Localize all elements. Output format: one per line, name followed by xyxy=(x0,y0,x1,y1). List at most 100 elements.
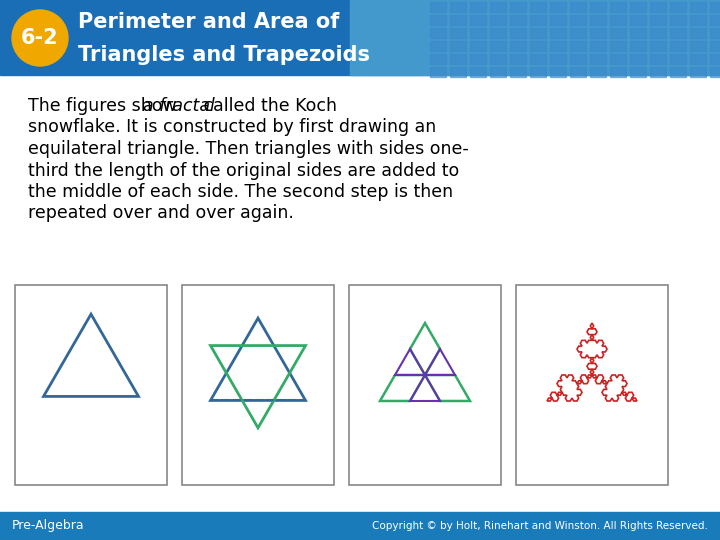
Bar xyxy=(590,2,606,12)
Bar xyxy=(610,15,626,25)
Bar xyxy=(710,41,720,51)
Bar xyxy=(630,2,646,12)
Bar xyxy=(570,41,586,51)
Bar xyxy=(590,67,606,77)
Bar xyxy=(690,54,706,64)
Bar xyxy=(510,15,526,25)
Bar xyxy=(430,28,446,38)
Bar xyxy=(550,54,566,64)
Bar xyxy=(15,285,167,485)
Text: Copyright © by Holt, Rinehart and Winston. All Rights Reserved.: Copyright © by Holt, Rinehart and Winsto… xyxy=(372,521,708,531)
Bar xyxy=(450,2,466,12)
Bar xyxy=(470,67,486,77)
Bar xyxy=(450,41,466,51)
Bar xyxy=(630,54,646,64)
Bar xyxy=(470,15,486,25)
Bar xyxy=(490,15,506,25)
Bar xyxy=(710,54,720,64)
Bar xyxy=(710,2,720,12)
Bar xyxy=(530,15,546,25)
Bar xyxy=(470,54,486,64)
Bar xyxy=(0,512,720,540)
Bar xyxy=(450,54,466,64)
Bar xyxy=(650,2,666,12)
Bar xyxy=(490,28,506,38)
Circle shape xyxy=(12,10,68,66)
Text: Pre-Algebra: Pre-Algebra xyxy=(12,519,85,532)
Bar xyxy=(510,2,526,12)
Bar xyxy=(530,2,546,12)
Bar xyxy=(690,28,706,38)
Bar xyxy=(630,67,646,77)
Bar xyxy=(650,67,666,77)
Bar xyxy=(430,54,446,64)
Bar xyxy=(610,28,626,38)
Text: snowflake. It is constructed by first drawing an: snowflake. It is constructed by first dr… xyxy=(28,118,436,137)
Text: Triangles and Trapezoids: Triangles and Trapezoids xyxy=(78,45,370,65)
Text: The figures show: The figures show xyxy=(28,97,182,115)
Bar xyxy=(570,54,586,64)
Bar xyxy=(590,28,606,38)
Bar xyxy=(430,67,446,77)
Bar xyxy=(650,54,666,64)
Bar xyxy=(570,2,586,12)
Bar xyxy=(610,41,626,51)
Text: a fractal: a fractal xyxy=(143,97,215,115)
Text: called the Koch: called the Koch xyxy=(198,97,337,115)
Bar xyxy=(570,67,586,77)
Bar xyxy=(530,54,546,64)
Bar xyxy=(710,67,720,77)
Bar xyxy=(490,41,506,51)
Bar xyxy=(670,15,686,25)
Bar xyxy=(630,15,646,25)
Bar xyxy=(650,41,666,51)
Bar xyxy=(710,28,720,38)
Bar xyxy=(630,28,646,38)
Bar xyxy=(550,2,566,12)
Bar xyxy=(182,285,334,485)
Bar xyxy=(550,15,566,25)
Bar xyxy=(490,54,506,64)
Bar xyxy=(490,2,506,12)
Bar xyxy=(510,54,526,64)
Bar xyxy=(450,15,466,25)
Text: 6-2: 6-2 xyxy=(21,28,59,48)
Bar xyxy=(510,67,526,77)
Bar xyxy=(590,15,606,25)
Text: repeated over and over again.: repeated over and over again. xyxy=(28,205,294,222)
Bar xyxy=(710,15,720,25)
Bar xyxy=(670,41,686,51)
Bar xyxy=(650,28,666,38)
Bar xyxy=(450,67,466,77)
Bar xyxy=(490,67,506,77)
Bar xyxy=(690,2,706,12)
Bar xyxy=(610,2,626,12)
Bar xyxy=(690,41,706,51)
Bar xyxy=(0,0,720,75)
Bar xyxy=(530,41,546,51)
Bar xyxy=(510,41,526,51)
Bar xyxy=(670,28,686,38)
Text: Perimeter and Area of: Perimeter and Area of xyxy=(78,12,339,32)
Bar xyxy=(630,41,646,51)
Bar xyxy=(470,2,486,12)
Bar xyxy=(516,285,668,485)
Bar xyxy=(530,67,546,77)
Bar xyxy=(550,28,566,38)
Bar xyxy=(430,2,446,12)
Text: equilateral triangle. Then triangles with sides one-: equilateral triangle. Then triangles wit… xyxy=(28,140,469,158)
Bar xyxy=(570,15,586,25)
Bar xyxy=(550,41,566,51)
Bar xyxy=(350,0,720,75)
Bar xyxy=(470,41,486,51)
Bar xyxy=(510,28,526,38)
Bar xyxy=(349,285,501,485)
Bar xyxy=(590,54,606,64)
Bar xyxy=(690,15,706,25)
Bar xyxy=(430,41,446,51)
Bar xyxy=(690,67,706,77)
Bar xyxy=(590,41,606,51)
Bar xyxy=(470,28,486,38)
Bar xyxy=(650,15,666,25)
Bar xyxy=(670,67,686,77)
